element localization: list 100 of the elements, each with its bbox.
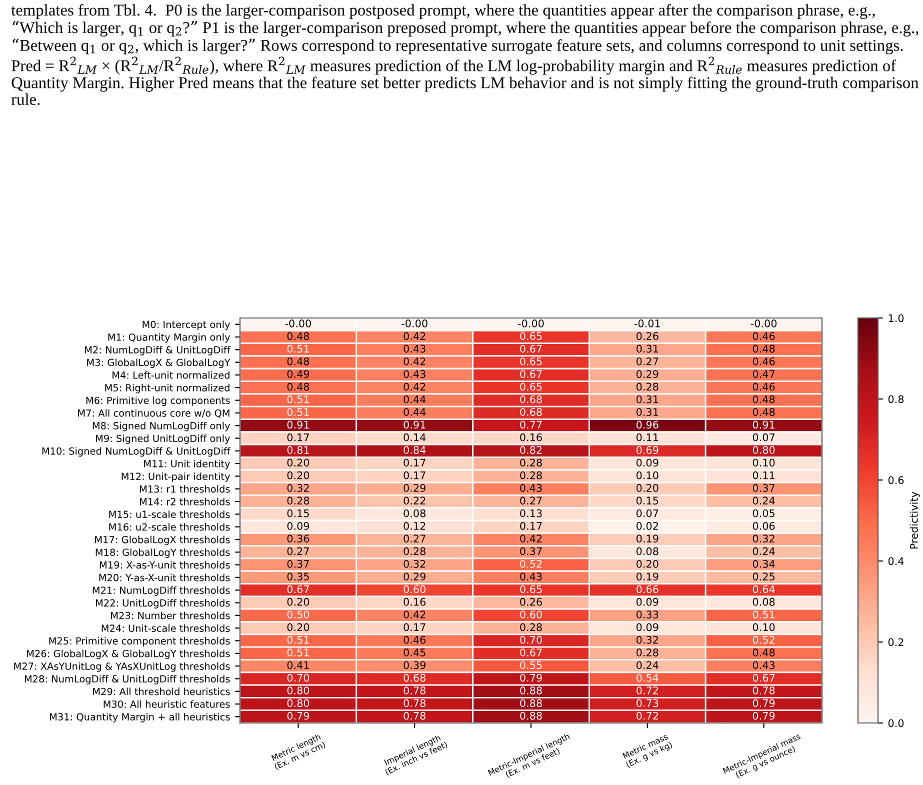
y-tick-label: M23: Number thresholds (111, 612, 230, 620)
data-label: 0.46 (752, 357, 775, 366)
data-label: 0.22 (404, 496, 426, 505)
data-label: 0.55 (520, 661, 542, 670)
data-label: 0.69 (636, 446, 658, 454)
data-label: 0.67 (520, 370, 542, 378)
data-label: 0.65 (520, 382, 542, 391)
data-label: 0.10 (752, 623, 775, 632)
color-bar-label: 0.6 (888, 476, 904, 484)
color-bar-label: 1.0 (888, 314, 904, 322)
data-label: 0.84 (404, 446, 426, 454)
data-label: 0.20 (636, 484, 658, 492)
data-label: 0.14 (404, 433, 426, 442)
data-label: 0.34 (752, 560, 775, 568)
data-label: 0.46 (404, 636, 426, 644)
data-label: -0.00 (750, 319, 777, 328)
y-tick-label: M0: Intercept only (142, 320, 230, 330)
y-tick-label: M31: Quantity Margin + all heuristics (50, 712, 230, 722)
data-label: 0.64 (752, 585, 775, 594)
data-label: 0.51 (287, 648, 309, 656)
data-label: 0.46 (752, 332, 775, 340)
data-label: 0.08 (404, 509, 426, 518)
y-tick-label: M6: Primitive log components (86, 396, 230, 406)
data-label: 0.44 (404, 408, 426, 416)
data-label: 0.08 (752, 598, 775, 606)
data-label: 0.31 (636, 344, 658, 353)
data-label: 0.48 (287, 357, 310, 366)
data-label: 0.96 (636, 420, 658, 429)
text: templates from Tbl. 4. P0 is the larger-comparison postposed prompt, where the quantities appear after the comparison phrase, e.g., “Which is larger, q$_{1}$ or q$_{2}$?” P1 is the larger-comparison preposed prompt, where the quantities appear before the comparison phrase, e.g., “Between q$_{1}$ or q$_{2}$, which is larger?” Rows correspond to representative surrogate feature sets, and columns correspond to unit settings. Pred = R$^{2}$$_{LM}$ × (R$^{2}$$_{LM}$/R$^{2}$$_{Rule}$), where R$^{2}$$_{LM}$ measures prediction of the LM log-probability margin and R$^{2}$$_{Rule}$ measures prediction of Quantity Margin. Higher Pred means that the feature set better predicts LM behavior and is not simply fitting the ground-truth comparison rule. (11, 4, 919, 105)
data-label: 0.39 (404, 661, 426, 670)
data-label: 0.32 (287, 484, 309, 492)
data-label: 0.35 (287, 572, 309, 580)
y-tick-label: M5: Right-unit normalized (105, 384, 230, 394)
data-label: 0.29 (404, 572, 426, 580)
data-label: 0.10 (636, 471, 658, 480)
data-label: 0.26 (520, 598, 542, 606)
data-label: 0.52 (520, 560, 542, 568)
data-label: 0.33 (636, 610, 658, 618)
y-tick-label: M13: r1 thresholds (140, 485, 230, 493)
data-label: 0.91 (752, 420, 774, 429)
color-bar-title: Predictivity (910, 492, 920, 549)
data-label: 0.65 (520, 585, 542, 594)
data-label: 0.72 (636, 712, 658, 720)
data-label: 0.50 (287, 610, 310, 618)
data-label: 0.66 (636, 585, 658, 594)
y-tick-label: M27: XAsYUnitLog & YAsXUnitLog thresholds (14, 662, 230, 672)
data-label: 0.17 (404, 458, 426, 467)
data-label: 0.51 (287, 395, 309, 404)
data-label: 0.60 (404, 585, 426, 594)
data-label: 0.42 (520, 534, 542, 543)
data-label: 0.11 (636, 433, 658, 442)
y-tick-label: M29: All threshold heuristics (93, 688, 230, 696)
data-label: 0.80 (752, 446, 775, 454)
data-label: -0.00 (518, 319, 544, 328)
color-bar-label: 0.0 (888, 719, 904, 728)
data-label: 0.42 (404, 382, 426, 391)
data-label: 0.32 (752, 534, 774, 543)
y-tick-label: M24: Unit-scale thresholds (102, 624, 230, 632)
data-label: 0.65 (520, 357, 542, 366)
data-label: 0.20 (287, 458, 310, 467)
data-label: 0.43 (520, 572, 542, 580)
data-label: 0.79 (752, 712, 775, 720)
data-label: 0.65 (520, 332, 542, 340)
data-label: 0.37 (752, 484, 775, 492)
data-label: 0.77 (520, 420, 542, 429)
data-label: 0.48 (752, 395, 775, 404)
data-label: 0.29 (404, 484, 426, 492)
data-label: 0.49 (287, 370, 310, 378)
y-tick-label: M19: X-as-Y-unit thresholds (100, 561, 230, 569)
y-tick-label: M26: GlobalLogX & GlobalLogY thresholds (27, 650, 230, 660)
data-label: -0.00 (402, 319, 428, 328)
data-label: 0.07 (752, 433, 775, 442)
data-label: 0.28 (520, 471, 542, 480)
data-label: 0.26 (636, 332, 658, 340)
data-label: 0.28 (287, 496, 310, 505)
data-label: 0.20 (287, 598, 310, 606)
data-label: 0.67 (287, 585, 309, 594)
y-tick-label: M9: Signed UnitLogDiff only (96, 434, 230, 444)
data-label: 0.67 (520, 344, 542, 353)
data-label: 0.27 (636, 357, 658, 366)
data-label: 0.37 (287, 560, 309, 568)
y-tick-label: M17: GlobalLogX thresholds (95, 536, 230, 546)
data-label: 0.05 (752, 509, 774, 518)
data-label: 0.17 (404, 471, 426, 480)
data-label: 0.42 (404, 332, 426, 340)
data-label: 0.15 (636, 496, 658, 505)
data-label: -0.00 (285, 319, 311, 328)
data-label: 0.78 (404, 712, 426, 720)
y-tick-label: M4: Left-unit normalized (112, 371, 230, 379)
data-label: 0.24 (752, 547, 775, 556)
data-label: 0.15 (287, 509, 309, 518)
data-label: 0.91 (287, 420, 309, 429)
data-label: 0.88 (520, 699, 542, 708)
y-tick-label: M3: GlobalLogX & GlobalLogY (87, 358, 230, 368)
data-label: 0.02 (636, 522, 658, 530)
y-tick-label: M25: Primitive component thresholds (49, 637, 230, 646)
data-label: 0.70 (520, 636, 542, 644)
data-label: 0.28 (520, 623, 542, 632)
data-label: 0.43 (752, 661, 775, 670)
data-label: 0.16 (404, 598, 426, 606)
